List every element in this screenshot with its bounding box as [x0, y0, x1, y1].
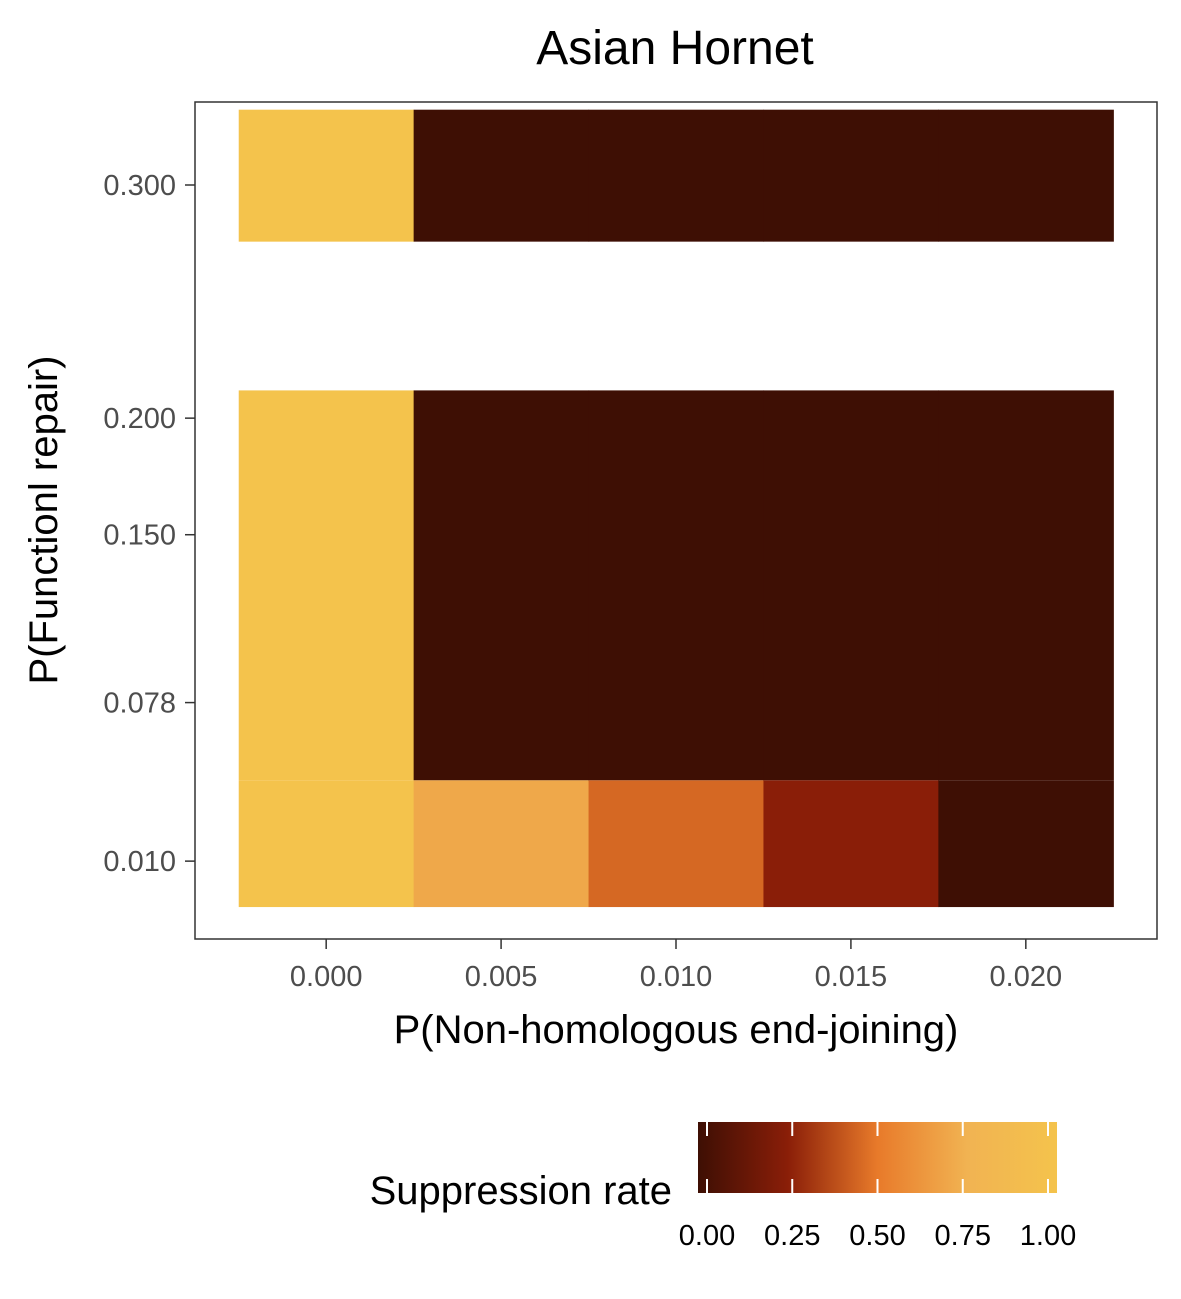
legend: Suppression rate 0.00 0.25 0.50 0.75 1.00	[370, 1122, 1076, 1252]
legend-label: 0.50	[849, 1220, 905, 1252]
y-axis-title: P(Functionl repair)	[22, 355, 66, 684]
heatmap-cell	[763, 780, 939, 908]
heatmap-cell	[413, 780, 590, 908]
heatmap-cell	[763, 109, 939, 242]
legend-label: 1.00	[1020, 1220, 1076, 1252]
y-tick-label: 0.078	[103, 688, 176, 720]
heatmap-cell	[938, 390, 1114, 781]
y-tick-label: 0.150	[103, 520, 176, 552]
heatmap-cells	[238, 109, 1114, 908]
y-tick-label: 0.010	[103, 846, 176, 878]
x-axis: 0.000 0.005 0.010 0.015 0.020	[290, 939, 1062, 993]
heatmap-cell	[938, 109, 1114, 242]
heatmap-cell	[238, 390, 415, 781]
heatmap-cell	[763, 390, 939, 781]
legend-title: Suppression rate	[370, 1169, 672, 1213]
heatmap-cell	[238, 109, 415, 242]
y-axis: 0.010 0.078 0.150 0.200 0.300	[103, 170, 195, 878]
y-tick-label: 0.300	[103, 170, 176, 202]
heatmap-cell	[413, 390, 590, 781]
heatmap-cell	[413, 109, 590, 242]
heatmap-cell	[588, 390, 765, 781]
heatmap-cell	[938, 780, 1114, 908]
x-tick-label: 0.015	[815, 961, 888, 993]
legend-label: 0.25	[764, 1220, 820, 1252]
heatmap-cell	[588, 780, 765, 908]
heatmap-cell	[588, 109, 765, 242]
legend-label: 0.00	[679, 1220, 735, 1252]
legend-label: 0.75	[935, 1220, 991, 1252]
heatmap-cell	[238, 780, 415, 908]
x-axis-title: P(Non-homologous end-joining)	[394, 1008, 959, 1052]
x-tick-label: 0.005	[465, 961, 538, 993]
chart-title: Asian Hornet	[536, 22, 813, 75]
legend-ticks: 0.00 0.25 0.50 0.75 1.00	[679, 1122, 1076, 1252]
x-tick-label: 0.010	[640, 961, 713, 993]
x-tick-label: 0.000	[290, 961, 363, 993]
x-tick-label: 0.020	[990, 961, 1063, 993]
y-tick-label: 0.200	[103, 403, 176, 435]
